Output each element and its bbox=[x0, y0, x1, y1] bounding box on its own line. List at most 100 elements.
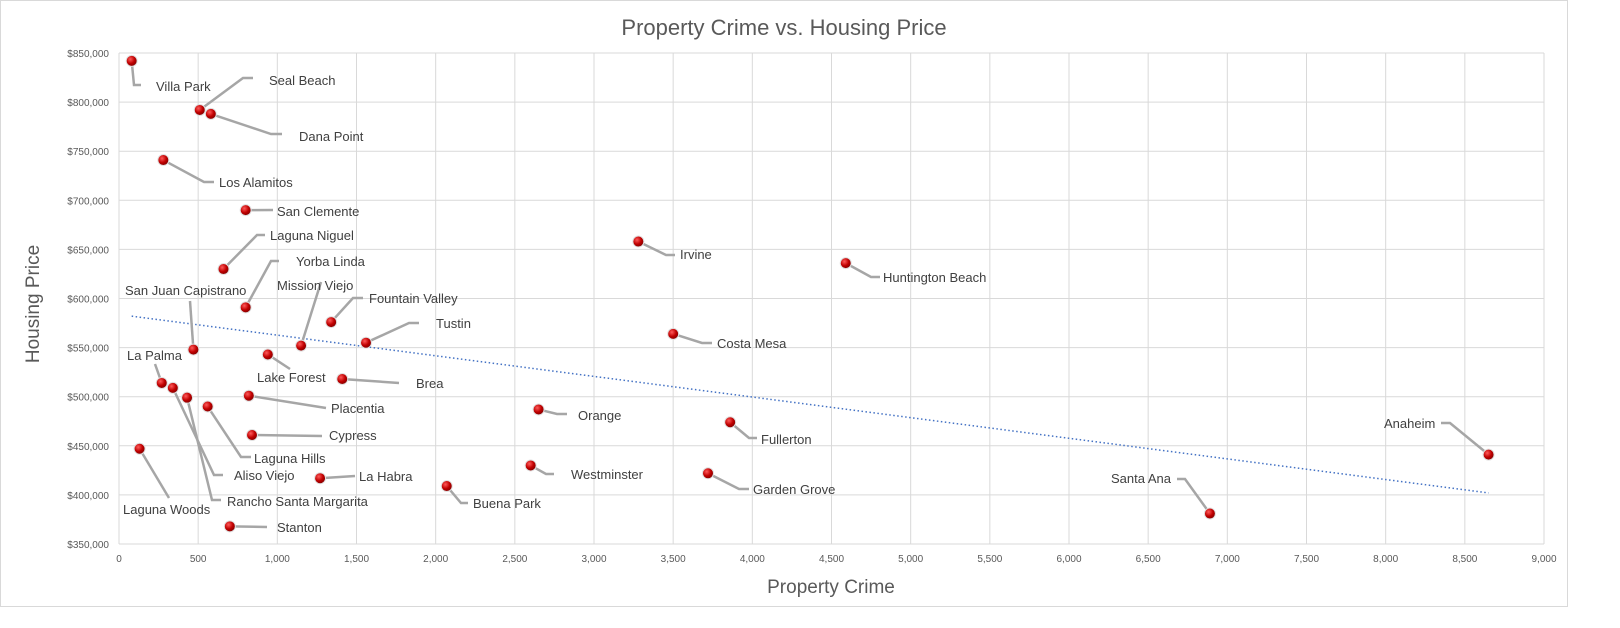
y-tick-label: $550,000 bbox=[67, 344, 109, 355]
y-tick-label: $750,000 bbox=[67, 147, 109, 158]
data-label-la-palma: La Palma bbox=[127, 348, 183, 363]
data-label-orange: Orange bbox=[578, 408, 621, 423]
point-los-alamitos bbox=[157, 154, 170, 167]
y-tick-label: $400,000 bbox=[67, 491, 109, 502]
point-san-juan-capistrano bbox=[187, 343, 200, 356]
point-la-habra bbox=[314, 472, 327, 485]
data-label-fountain-valley: Fountain Valley bbox=[369, 291, 458, 306]
point-costa-mesa bbox=[667, 327, 680, 340]
data-label-laguna-niguel: Laguna Niguel bbox=[270, 228, 354, 243]
data-label-tustin: Tustin bbox=[436, 316, 471, 331]
data-label-placentia: Placentia bbox=[331, 401, 385, 416]
x-tick-label: 1,000 bbox=[265, 554, 290, 565]
leader-line-seal-beach bbox=[199, 76, 253, 111]
x-tick-label: 7,000 bbox=[1215, 554, 1240, 565]
leader-line-laguna-hills bbox=[206, 405, 251, 459]
point-seal-beach bbox=[193, 103, 206, 116]
leader-line-fullerton bbox=[729, 421, 757, 440]
point-laguna-hills bbox=[201, 400, 214, 413]
x-tick-label: 0 bbox=[116, 554, 122, 565]
data-label-dana-point: Dana Point bbox=[299, 129, 364, 144]
leader-line-brea bbox=[342, 377, 400, 385]
data-label-irvine: Irvine bbox=[680, 247, 712, 262]
data-label-mission-viejo: Mission Viejo bbox=[277, 278, 353, 293]
chart-title: Property Crime vs. Housing Price bbox=[621, 15, 946, 40]
data-label-los-alamitos: Los Alamitos bbox=[219, 175, 293, 190]
x-tick-label: 5,500 bbox=[977, 554, 1002, 565]
point-westminster bbox=[524, 459, 537, 472]
leader-line-costa-mesa bbox=[672, 332, 712, 345]
y-tick-label: $800,000 bbox=[67, 98, 109, 109]
point-huntington-beach bbox=[839, 257, 852, 270]
data-label-villa-park: Villa Park bbox=[156, 79, 211, 94]
chart-area: Villa Park Seal Beach Dana Point Los Alamit… bbox=[0, 0, 1568, 607]
data-label-huntington-beach: Huntington Beach bbox=[883, 270, 986, 285]
leader-line-irvine bbox=[637, 240, 675, 257]
data-label-brea: Brea bbox=[416, 376, 444, 391]
y-tick-label: $500,000 bbox=[67, 393, 109, 404]
y-tick-label: $650,000 bbox=[67, 245, 109, 256]
leader-line-villa-park bbox=[130, 60, 141, 87]
x-tick-label: 8,500 bbox=[1452, 554, 1477, 565]
x-tick-label: 2,500 bbox=[502, 554, 527, 565]
leader-line-san-juan-capistrano bbox=[188, 300, 195, 350]
x-tick-label: 7,500 bbox=[1294, 554, 1319, 565]
leader-line-mission-viejo bbox=[299, 281, 323, 347]
x-tick-label: 500 bbox=[190, 554, 207, 565]
x-tick-label: 3,000 bbox=[581, 554, 606, 565]
leader-line-huntington-beach bbox=[845, 262, 880, 279]
leader-line-orange bbox=[538, 408, 567, 416]
data-labels: Villa Park Seal Beach Dana Point Los Alamit… bbox=[123, 73, 1435, 535]
scatter-chart: Villa Park Seal Beach Dana Point Los Alamit… bbox=[23, 15, 1557, 598]
point-laguna-woods bbox=[133, 442, 146, 455]
data-label-costa-mesa: Costa Mesa bbox=[717, 336, 787, 351]
leader-line-stanton bbox=[229, 525, 268, 529]
leader-lines bbox=[130, 60, 1490, 529]
gridlines bbox=[118, 52, 1545, 545]
y-tick-label: $600,000 bbox=[67, 295, 109, 306]
point-irvine bbox=[632, 235, 645, 248]
x-tick-label: 8,000 bbox=[1373, 554, 1398, 565]
data-label-stanton: Stanton bbox=[277, 520, 322, 535]
leader-line-los-alamitos bbox=[162, 158, 214, 184]
data-label-cypress: Cypress bbox=[329, 428, 377, 443]
point-anaheim bbox=[1482, 448, 1495, 461]
x-axis-title: Property Crime bbox=[767, 577, 895, 598]
data-label-anaheim: Anaheim bbox=[1384, 416, 1435, 431]
data-label-laguna-woods: Laguna Woods bbox=[123, 502, 211, 517]
leader-line-dana-point bbox=[210, 112, 282, 136]
point-garden-grove bbox=[702, 467, 714, 480]
leader-line-rancho-santa-margarita bbox=[185, 397, 221, 502]
data-label-la-habra: La Habra bbox=[359, 469, 413, 484]
y-axis-title: Housing Price bbox=[23, 245, 44, 363]
trendline bbox=[131, 315, 1489, 494]
data-label-rancho-santa-margarita: Rancho Santa Margarita bbox=[227, 494, 369, 509]
leader-line-garden-grove bbox=[707, 472, 749, 491]
y-tick-label: $850,000 bbox=[67, 49, 109, 60]
y-tick-label: $450,000 bbox=[67, 442, 109, 453]
point-fountain-valley bbox=[325, 316, 338, 329]
leader-line-cypress bbox=[251, 433, 323, 438]
point-placentia bbox=[242, 389, 255, 402]
point-yorba-linda bbox=[239, 301, 252, 314]
point-villa-park bbox=[125, 54, 138, 67]
x-tick-label: 3,500 bbox=[661, 554, 686, 565]
x-tick-label: 6,500 bbox=[1136, 554, 1161, 565]
data-label-fullerton: Fullerton bbox=[761, 432, 812, 447]
point-san-clemente bbox=[239, 204, 252, 217]
leader-line-tustin bbox=[365, 321, 419, 344]
x-tick-label: 9,000 bbox=[1531, 554, 1556, 565]
x-tick-label: 5,000 bbox=[898, 554, 923, 565]
x-tick-label: 4,000 bbox=[740, 554, 765, 565]
point-mission-viejo bbox=[295, 339, 308, 352]
data-points bbox=[125, 54, 1495, 533]
x-tick-label: 1,500 bbox=[344, 554, 369, 565]
point-laguna-niguel bbox=[217, 263, 230, 276]
leader-line-anaheim bbox=[1441, 421, 1490, 456]
leader-line-placentia bbox=[248, 394, 327, 410]
leader-line-fountain-valley bbox=[330, 296, 363, 323]
leader-line-laguna-woods bbox=[138, 448, 171, 499]
point-dana-point bbox=[204, 107, 217, 120]
leader-line-aliso-viejo bbox=[171, 387, 223, 477]
data-label-aliso-viejo: Aliso Viejo bbox=[234, 468, 294, 483]
